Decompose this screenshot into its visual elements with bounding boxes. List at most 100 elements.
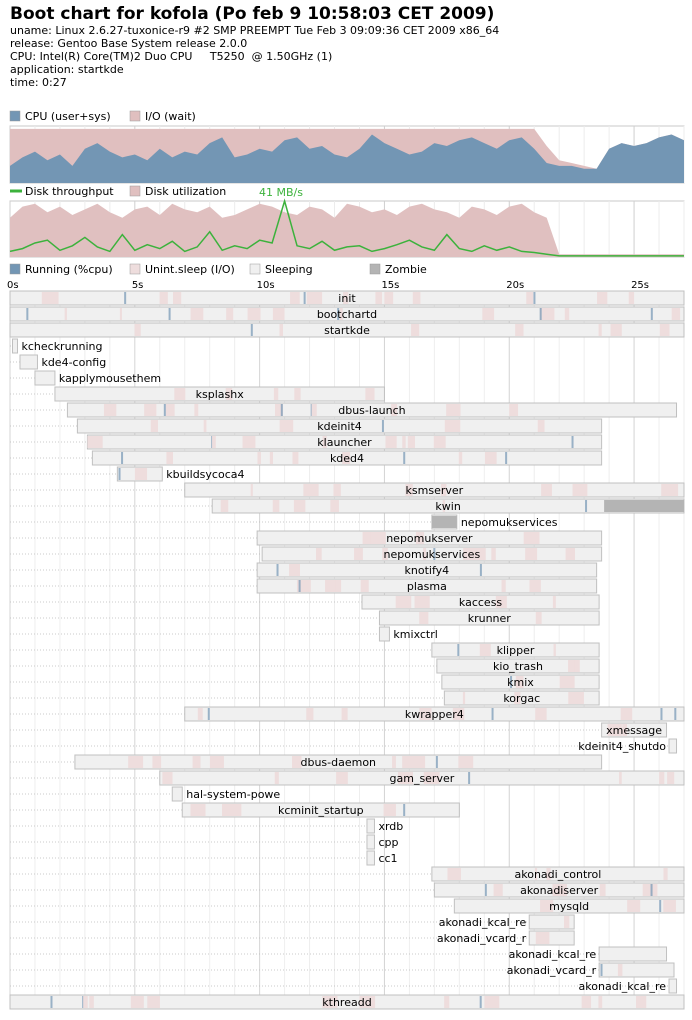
unint-sleep-band (447, 868, 461, 880)
disk-utilization-area (10, 203, 684, 257)
unint-sleep-band (342, 452, 351, 464)
legend-label: CPU (user+sys) (25, 110, 111, 123)
unint-sleep-band (194, 404, 199, 416)
process-label: hal-system-powe (186, 788, 280, 801)
unint-sleep-band (552, 884, 567, 896)
unint-sleep-band (411, 324, 420, 336)
unint-sleep-band (144, 404, 157, 416)
process-label: ksmserver (406, 484, 464, 497)
process-label: dbus-launch (338, 404, 405, 417)
unint-sleep-band (405, 484, 413, 496)
process-box (668, 738, 678, 754)
running-band (505, 452, 508, 464)
running-band (479, 564, 482, 576)
process-label: akonadi_vcard_r (437, 932, 527, 945)
unint-sleep-band (525, 548, 538, 560)
process-label: kapplymousethem (59, 372, 161, 385)
legend-swatch (129, 110, 141, 122)
unint-sleep-band (597, 292, 608, 304)
process-label: akonadi_kcal_re (509, 948, 597, 961)
disk-peak-label: 41 MB/s (259, 186, 303, 199)
header: Boot chart for kofola (Po feb 9 10:58:03… (10, 4, 499, 89)
uname-line: uname: Linux 2.6.27-tuxonice-r9 #2 SMP P… (10, 24, 500, 37)
process-box (431, 866, 685, 882)
process-box (86, 434, 603, 450)
unint-sleep-band (365, 388, 375, 400)
cpu-line: CPU: Intel(R) Core(TM)2 Duo CPU T5250 @ … (10, 50, 333, 63)
unint-sleep-band (190, 804, 206, 816)
process-box (11, 338, 18, 354)
running-band (491, 708, 494, 720)
unint-sleep-band (570, 660, 580, 672)
unint-sleep-band (174, 388, 183, 400)
running-band (337, 308, 340, 320)
legend-label: Zombie (385, 263, 427, 276)
unint-sleep-band (423, 772, 440, 784)
unint-sleep-band (564, 308, 570, 320)
unint-sleep-band (330, 500, 339, 512)
running-band (600, 964, 603, 976)
legend-swatch (9, 263, 21, 275)
unint-sleep-band (289, 564, 301, 576)
process-label: kbuildsycoca4 (166, 468, 244, 481)
unint-sleep-band (222, 804, 233, 816)
unint-sleep-band (247, 308, 253, 320)
running-band (168, 308, 171, 320)
process-box (9, 994, 685, 1010)
unint-sleep-band (552, 596, 556, 608)
running-band (659, 900, 662, 912)
x-tick-label: 0s (7, 280, 19, 291)
process-box (598, 962, 675, 978)
running-band (403, 452, 406, 464)
unint-sleep-band (303, 484, 319, 496)
unint-sleep-band (340, 308, 343, 320)
process-box (378, 610, 600, 626)
unint-sleep-band (89, 996, 94, 1008)
process-box (256, 530, 603, 546)
process-label: akonadiserver (520, 884, 598, 897)
running-band (276, 564, 279, 576)
unint-sleep-band (565, 548, 576, 560)
process-label: kded4 (330, 452, 364, 465)
unint-sleep-band (41, 292, 50, 304)
process-label: init (338, 292, 356, 305)
unint-sleep-band (667, 484, 679, 496)
unint-sleep-band (539, 308, 555, 320)
legend-swatch (249, 263, 261, 275)
running-band (435, 756, 438, 768)
unint-sleep-band (382, 548, 388, 560)
unint-sleep-band (667, 772, 675, 784)
unint-sleep-band (540, 900, 554, 912)
unint-sleep-band (484, 996, 500, 1008)
running-band (533, 292, 536, 304)
unint-sleep-band (391, 404, 398, 416)
unint-sleep-band (336, 772, 348, 784)
unint-sleep-band (620, 708, 633, 720)
unint-sleep-band (446, 404, 461, 416)
process-label: akonadi_control (515, 868, 602, 881)
unint-sleep-band (273, 388, 279, 400)
running-band (280, 404, 283, 416)
process-box (436, 658, 600, 674)
unint-sleep-band (535, 932, 550, 944)
unint-sleep-band (147, 996, 160, 1008)
running-band (250, 324, 253, 336)
unint-sleep-band (636, 996, 647, 1008)
unint-sleep-band (375, 292, 383, 304)
process-box (443, 690, 600, 706)
process-label: knotify4 (405, 564, 450, 577)
legend-swatch (129, 263, 141, 275)
running-band (403, 804, 406, 816)
process-box (54, 386, 385, 402)
process-label: kmix (507, 676, 534, 689)
unint-sleep-band (134, 468, 148, 480)
unint-sleep-band (244, 436, 256, 448)
unint-sleep-band (293, 500, 306, 512)
unint-sleep-band (197, 708, 203, 720)
unint-sleep-band (577, 484, 588, 496)
unint-sleep-band (226, 308, 234, 320)
unint-sleep-band (212, 436, 216, 448)
unint-sleep-band (598, 324, 602, 336)
unint-sleep-band (119, 308, 122, 320)
process-label: kcheckrunning (21, 340, 102, 353)
